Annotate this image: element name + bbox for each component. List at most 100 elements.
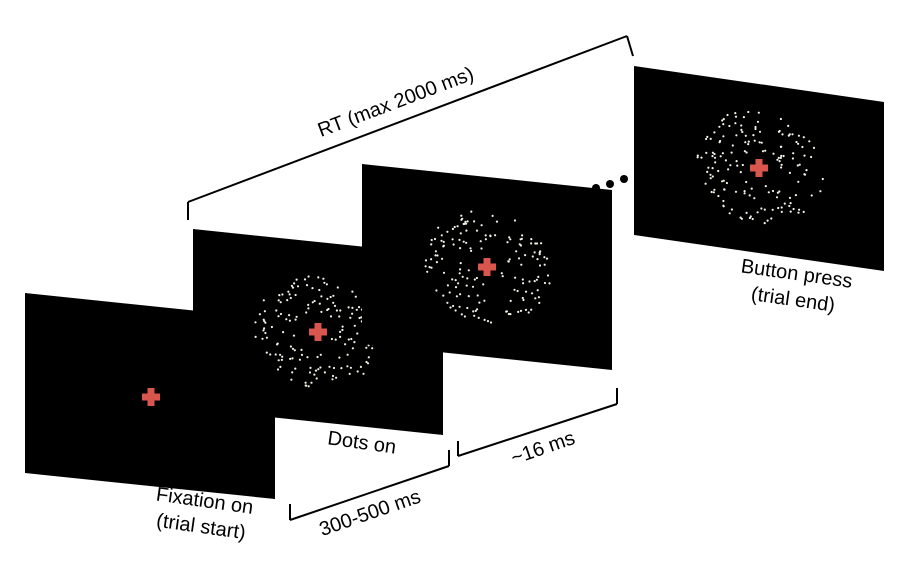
dot: [320, 295, 322, 297]
dot: [293, 335, 295, 337]
dot: [787, 125, 789, 127]
dot: [430, 243, 432, 245]
dot: [492, 215, 494, 217]
dot: [544, 282, 546, 284]
dot: [275, 353, 277, 355]
dot: [725, 159, 727, 161]
dot: [489, 235, 491, 237]
dot: [759, 141, 761, 143]
dot: [476, 230, 478, 232]
dot: [754, 128, 756, 130]
dot: [291, 371, 293, 373]
dot: [347, 354, 349, 356]
dot: [318, 289, 320, 291]
dot: [483, 300, 485, 302]
dot: [777, 192, 779, 194]
dot: [480, 247, 482, 249]
dot: [360, 366, 362, 368]
dot: [518, 257, 520, 259]
dot: [451, 278, 453, 280]
dot: [278, 359, 280, 361]
dot: [547, 274, 549, 276]
dot: [322, 278, 324, 280]
dot: [762, 150, 764, 152]
dot: [772, 209, 774, 211]
dot: [537, 289, 539, 291]
dot: [293, 282, 295, 284]
dot: [454, 226, 456, 228]
dot: [441, 234, 443, 236]
dot: [460, 232, 462, 234]
dot: [520, 264, 522, 266]
dot: [430, 267, 432, 269]
dot: [429, 266, 431, 268]
dot: [748, 141, 750, 143]
dot: [721, 180, 723, 182]
dot: [510, 300, 512, 302]
dot: [720, 155, 722, 157]
dot: [528, 311, 530, 313]
dot: [747, 143, 749, 145]
dot: [522, 278, 524, 280]
dot: [437, 227, 439, 229]
dot: [813, 147, 815, 149]
dot: [546, 258, 548, 260]
dot: [484, 319, 486, 321]
dot: [740, 171, 742, 173]
dot: [435, 289, 437, 291]
dot: [349, 373, 351, 375]
dot: [770, 217, 772, 219]
dot: [299, 359, 301, 361]
dots-on-label-line-1: Dots on: [326, 427, 397, 458]
dot: [435, 250, 437, 252]
dot: [508, 236, 510, 238]
dot: [461, 313, 463, 315]
dot: [507, 260, 509, 262]
dot: [341, 329, 343, 331]
dot: [745, 181, 747, 183]
dot: [520, 238, 522, 240]
dot: [752, 134, 754, 136]
dot: [744, 190, 746, 192]
dot: [508, 313, 510, 315]
dot: [309, 367, 311, 369]
dot: [718, 126, 720, 128]
dot: [446, 302, 448, 304]
dot: [297, 285, 299, 287]
dot: [711, 155, 713, 157]
dot: [469, 247, 471, 249]
dot: [735, 191, 737, 193]
dot: [539, 253, 541, 255]
dot: [781, 206, 783, 208]
dot: [781, 211, 783, 213]
dot: [790, 211, 792, 213]
dot: [538, 302, 540, 304]
dot: [320, 311, 322, 313]
dot: [723, 205, 725, 207]
dot: [263, 319, 265, 321]
dot: [505, 311, 507, 313]
dot: [482, 283, 484, 285]
dot: [803, 155, 805, 157]
dot: [323, 282, 325, 284]
dot: [456, 295, 458, 297]
dot: [305, 311, 307, 313]
dot: [797, 181, 799, 183]
dot: [278, 294, 280, 296]
dot: [351, 291, 353, 293]
dot: [328, 366, 330, 368]
dot: [459, 272, 461, 274]
dot: [473, 315, 475, 317]
dot: [307, 307, 309, 309]
dot: [333, 367, 335, 369]
dot: [339, 336, 341, 338]
dot: [332, 375, 334, 377]
dot: [431, 239, 433, 241]
dot: [263, 299, 265, 301]
dot: [754, 140, 756, 142]
ellipsis-icon: [592, 175, 628, 192]
dot: [490, 321, 492, 323]
dot: [717, 195, 719, 197]
dot: [319, 303, 321, 305]
dot: [358, 306, 360, 308]
